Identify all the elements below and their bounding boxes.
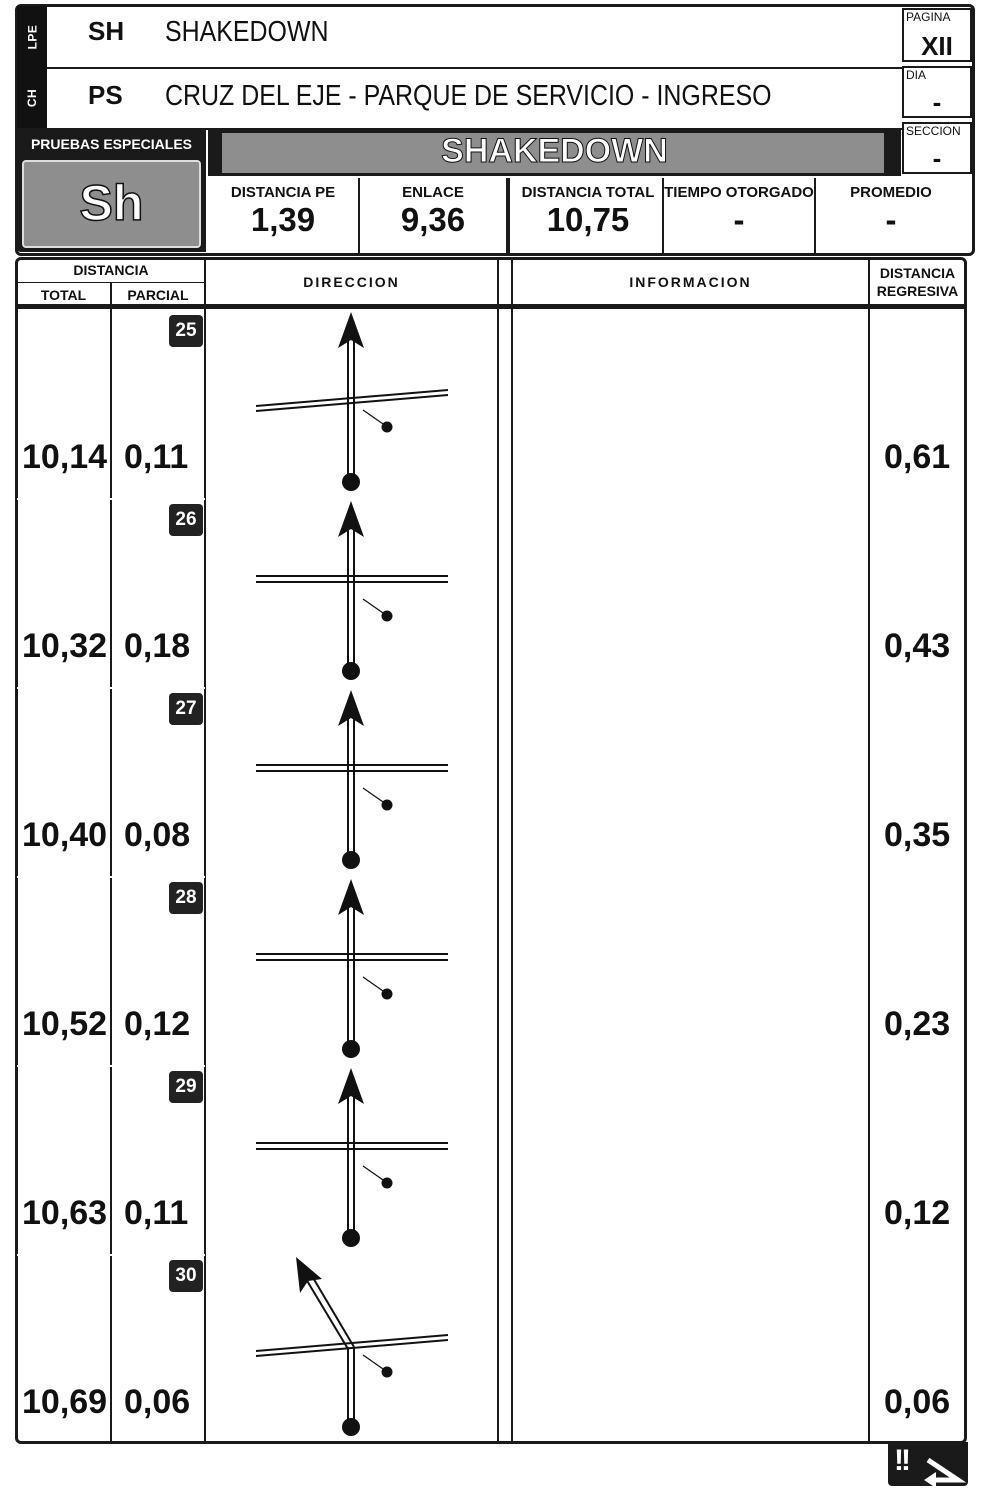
header-divider-1 [47, 67, 975, 69]
crossroad-straight-icon [256, 879, 448, 1058]
ch-tab: CH [17, 68, 47, 128]
stat-value: - [733, 201, 745, 238]
lpe-tab-label: LPE [25, 24, 39, 50]
turn-arrow-icon [924, 1457, 967, 1486]
col-regresiva-1: DISTANCIA [879, 265, 956, 281]
pagina-box: PAGINA XII [902, 8, 972, 62]
row-number-badge: 26 [169, 504, 203, 536]
pagina-label: PAGINA [906, 10, 951, 24]
row-number-badge: 27 [169, 693, 203, 725]
crossroad-straight-icon [255, 312, 449, 491]
total-distance: 10,52 [22, 1005, 108, 1043]
dia-box: DIA - [902, 66, 972, 118]
stat-enlace: ENLACE 9,36 [360, 178, 510, 254]
total-distance: 10,32 [22, 627, 108, 665]
total-distance: 10,40 [22, 816, 108, 854]
col-distancia: DISTANCIA [73, 262, 149, 278]
stat-label: DISTANCIA TOTAL [521, 184, 655, 201]
stage-banner-title: SHAKEDOWN [441, 132, 669, 171]
col-line-dir-2 [511, 259, 513, 1443]
col-direccion: DIRECCION [303, 274, 400, 290]
lpe-tab: LPE [17, 6, 47, 68]
dia-label: DIA [906, 68, 927, 82]
col-parcial: PARCIAL [127, 287, 189, 303]
stat-value: 9,36 [400, 201, 466, 238]
stage-panel: PRUEBAS ESPECIALES Sh [17, 130, 206, 252]
seccion-label: SECCION [906, 124, 961, 138]
crossroad-straight-icon [256, 501, 448, 680]
remaining-distance: 0,23 [884, 1005, 951, 1043]
header-frame [15, 4, 975, 256]
total-distance: 10,63 [22, 1194, 108, 1232]
col-line-info [868, 259, 870, 1443]
row-separator [17, 876, 205, 878]
ch-tab-label: CH [25, 88, 39, 108]
row1-name: SHAKEDOWN [165, 16, 329, 48]
row-number-badge: 29 [169, 1071, 203, 1103]
crossroad-keep-left-icon [255, 1257, 449, 1436]
row-number-badge: 28 [169, 882, 203, 914]
stage-panel-inner [22, 160, 201, 248]
partial-distance: 0,12 [124, 1005, 191, 1043]
remaining-distance: 0,61 [884, 438, 951, 476]
stage-banner: SHAKEDOWN [208, 130, 901, 176]
partial-distance: 0,08 [124, 816, 191, 854]
row1-code: SH [88, 16, 125, 46]
stat-tiempo-otorgado: TIEMPO OTORGADO - [664, 178, 816, 254]
stat-label: DISTANCIA PE [230, 184, 336, 201]
roadbook-table [15, 257, 967, 1444]
col-total: TOTAL [40, 287, 87, 303]
stage-code: Sh [79, 174, 144, 232]
stat-value: - [885, 201, 897, 238]
col-line-total [110, 283, 112, 1443]
stat-distancia-pe: DISTANCIA PE 1,39 [208, 178, 360, 254]
crossroad-straight-icon [256, 1068, 448, 1247]
distancia-split-line [17, 282, 205, 283]
col-line-dir-1 [497, 259, 499, 1443]
caution-turn-icon: !! [888, 1442, 968, 1486]
row-number-badge: 25 [169, 315, 203, 347]
stage-banner-inner [222, 133, 884, 173]
row2-code: PS [88, 80, 123, 110]
col-informacion: INFORMACION [629, 274, 752, 290]
stat-distancia-total: DISTANCIA TOTAL 10,75 [514, 178, 664, 254]
remaining-distance: 0,43 [884, 627, 951, 665]
row-separator [17, 687, 205, 689]
crossroad-straight-icon [256, 690, 448, 869]
header-divider-2 [17, 128, 975, 130]
dia-value: - [932, 87, 942, 117]
seccion-box: SECCION - [902, 122, 972, 174]
row-number-badge: 30 [169, 1260, 203, 1292]
stat-label: ENLACE [402, 184, 464, 201]
partial-distance: 0,11 [124, 438, 189, 476]
caution-text: !! [894, 1444, 911, 1477]
row-separator [17, 1065, 205, 1067]
stat-label: PROMEDIO [850, 184, 932, 201]
stat-promedio: PROMEDIO - [816, 178, 966, 254]
stat-label: TIEMPO OTORGADO [664, 184, 814, 201]
remaining-distance: 0,12 [884, 1194, 951, 1232]
partial-distance: 0,06 [124, 1383, 191, 1421]
col-regresiva-2: REGRESIVA [876, 283, 959, 299]
stage-section-label: PRUEBAS ESPECIALES [30, 136, 193, 152]
total-distance: 10,14 [22, 438, 108, 476]
pagina-value: XII [921, 31, 953, 61]
column-header-rule [17, 304, 965, 309]
seccion-value: - [932, 143, 942, 173]
row-separator [17, 1254, 205, 1256]
partial-distance: 0,18 [124, 627, 191, 665]
stats-row: DISTANCIA PE 1,39 ENLACE 9,36 DISTANCIA … [208, 178, 968, 254]
remaining-distance: 0,35 [884, 816, 951, 854]
row2-name: CRUZ DEL EJE - PARQUE DE SERVICIO - INGR… [165, 80, 772, 112]
total-distance: 10,69 [22, 1383, 108, 1421]
stat-value: 1,39 [250, 201, 316, 238]
partial-distance: 0,11 [124, 1194, 189, 1232]
remaining-distance: 0,06 [884, 1383, 951, 1421]
stat-value: 10,75 [546, 201, 630, 238]
row-separator [17, 498, 205, 500]
col-line-parcial [204, 259, 206, 1443]
